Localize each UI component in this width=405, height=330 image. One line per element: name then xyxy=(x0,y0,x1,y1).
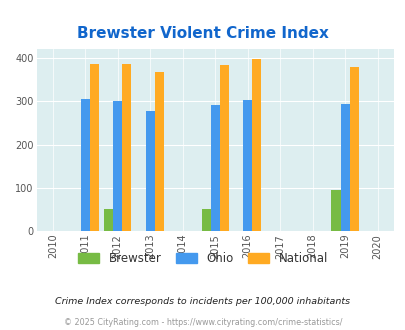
Bar xyxy=(122,64,131,231)
Bar xyxy=(252,59,261,231)
Bar xyxy=(113,101,122,231)
Bar xyxy=(201,210,210,231)
Bar xyxy=(81,99,90,231)
Text: Brewster Violent Crime Index: Brewster Violent Crime Index xyxy=(77,25,328,41)
Bar xyxy=(243,101,252,231)
Legend: Brewster, Ohio, National: Brewster, Ohio, National xyxy=(73,247,332,270)
Bar xyxy=(219,65,228,231)
Bar xyxy=(349,67,358,231)
Bar xyxy=(90,64,99,231)
Bar xyxy=(104,210,113,231)
Bar xyxy=(145,111,154,231)
Text: © 2025 CityRating.com - https://www.cityrating.com/crime-statistics/: © 2025 CityRating.com - https://www.city… xyxy=(64,318,341,327)
Bar xyxy=(340,104,349,231)
Bar xyxy=(210,105,219,231)
Bar xyxy=(154,72,164,231)
Bar xyxy=(330,190,340,231)
Text: Crime Index corresponds to incidents per 100,000 inhabitants: Crime Index corresponds to incidents per… xyxy=(55,297,350,307)
